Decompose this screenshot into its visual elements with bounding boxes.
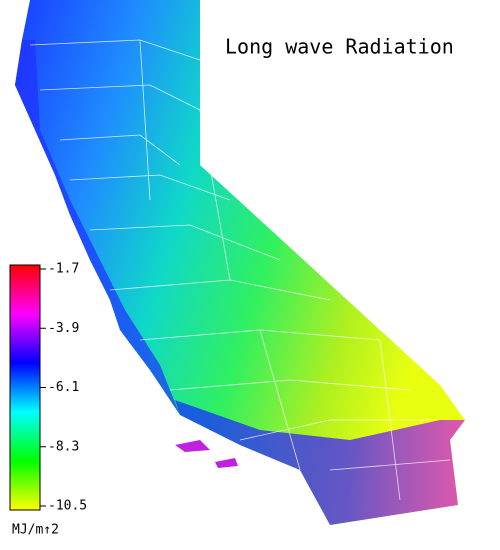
california-map bbox=[15, 0, 465, 525]
map-title: Long wave Radiation bbox=[225, 35, 454, 59]
colorbar-unit: MJ/m↑2 bbox=[12, 523, 59, 538]
colorbar-tick-label: -3.9 bbox=[48, 321, 79, 336]
county-lines bbox=[29, 39, 451, 501]
island bbox=[175, 440, 210, 452]
colorbar-tick-label: -6.1 bbox=[48, 380, 79, 395]
state-shape bbox=[15, 0, 465, 525]
island bbox=[215, 458, 238, 468]
colorbar-tick-label: -10.5 bbox=[48, 499, 87, 514]
colorbar-gradient bbox=[9, 264, 41, 511]
southern-region bbox=[175, 400, 465, 525]
colorbar-tick-label: -8.3 bbox=[48, 439, 79, 454]
coast-strip bbox=[15, 40, 180, 415]
colorbar-tick-label: -1.7 bbox=[48, 262, 79, 277]
colorbar: -1.7 -3.9 -6.1 -8.3 -10.5 bbox=[9, 262, 87, 514]
